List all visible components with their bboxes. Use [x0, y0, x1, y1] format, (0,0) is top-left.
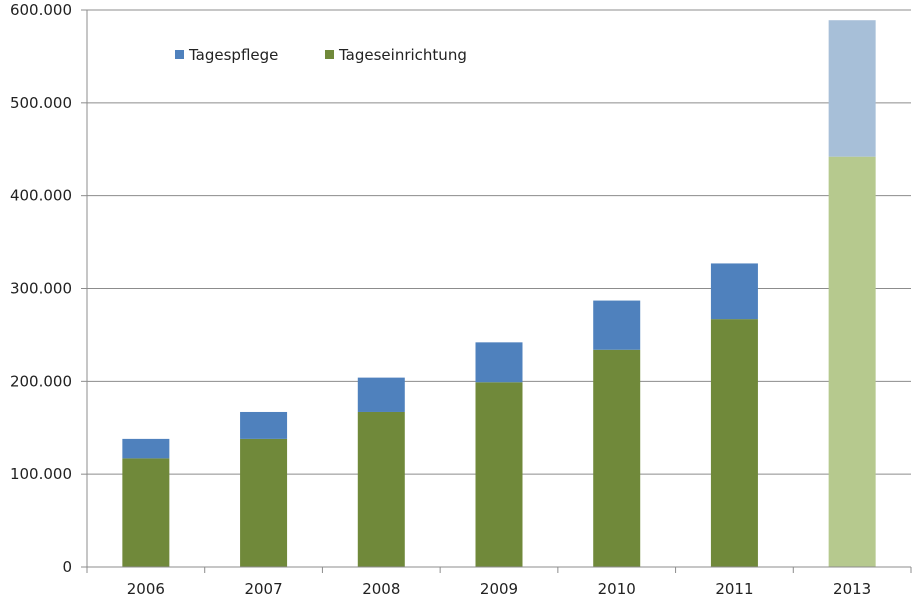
bar-tagespflege-2010	[593, 300, 641, 350]
bar-tagespflege-2008	[357, 377, 405, 412]
bar-tagespflege-2009	[475, 342, 523, 383]
y-tick-label: 600.000	[10, 1, 72, 19]
y-tick-label: 200.000	[10, 372, 72, 390]
x-tick-label: 2011	[715, 580, 753, 598]
bar-tageseinrichtung-2007	[240, 438, 288, 567]
bar-tagespflege-2011	[710, 263, 758, 320]
legend: Tagespflege Tageseinrichtung	[175, 46, 467, 64]
bar-tagespflege-2013	[828, 20, 876, 157]
bar-tageseinrichtung-2009	[475, 382, 523, 567]
y-tick-label: 0	[62, 558, 72, 576]
bar-tagespflege-2006	[122, 438, 170, 459]
x-tick-label: 2008	[362, 580, 400, 598]
bars	[122, 20, 876, 567]
x-tick-label: 2013	[833, 580, 871, 598]
y-tick-label: 100.000	[10, 465, 72, 483]
x-tick-label: 2010	[598, 580, 636, 598]
bar-tageseinrichtung-2010	[593, 349, 641, 567]
legend-label: Tageseinrichtung	[338, 46, 467, 64]
bar-tageseinrichtung-2013	[828, 156, 876, 567]
legend-swatch-tageseinrichtung	[325, 50, 334, 59]
bar-tageseinrichtung-2006	[122, 458, 170, 567]
y-tick-label: 500.000	[10, 94, 72, 112]
bar-tagespflege-2007	[240, 411, 288, 439]
x-tick-label: 2007	[244, 580, 282, 598]
y-tick-label: 300.000	[10, 280, 72, 298]
gridlines	[87, 9, 911, 475]
legend-swatch-tagespflege	[175, 50, 184, 59]
x-tick-label: 2009	[480, 580, 518, 598]
bar-tageseinrichtung-2011	[710, 319, 758, 567]
y-tick-label: 400.000	[10, 187, 72, 205]
legend-label: Tagespflege	[188, 46, 278, 64]
bar-tageseinrichtung-2008	[357, 411, 405, 567]
axes: 0 100.000 200.000 300.000 400.000 500.000 600.…	[10, 1, 912, 598]
x-tick-label: 2006	[127, 580, 165, 598]
